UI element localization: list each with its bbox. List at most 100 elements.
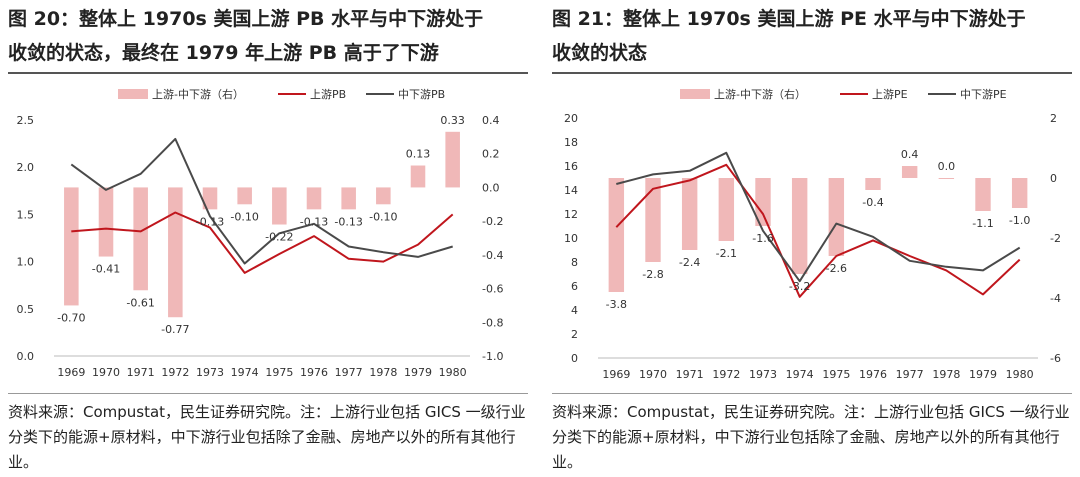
x-axis-tick-label: 1975 [265,366,293,379]
chart-panel-pe: 图 21：整体上 1970s 美国上游 PE 水平与中下游处于 收敛的状态 上游… [552,0,1072,477]
pb-chart: 上游-中下游（右） 上游PB 中下游PB 0.0 0.5 1.0 1.5 2.0 2.5 -1.0… [17,87,504,379]
x-axis-tick-label: 1971 [127,366,155,379]
bar-data-label: -0.70 [57,311,85,324]
bar-data-label: -0.10 [230,210,258,223]
x-axis-tick-label: 1972 [712,368,740,381]
bar-spread [306,187,322,210]
bar-spread [410,165,426,188]
bar-spread [445,131,460,188]
bar-data-label: 0.0 [938,160,956,173]
left-axis-tick-label: 0.5 [17,303,35,316]
right-axis-tick-label: -2 [1050,232,1061,245]
bar-spread [681,178,698,250]
legend-bar-swatch [118,89,148,99]
bar-spread [718,178,735,241]
x-axis-tick-label: 1978 [932,368,960,381]
legend-bar-label: 上游-中下游（右） [152,87,244,101]
bar-spread [168,187,183,318]
bar-spread [938,178,955,179]
source-note: 资料来源：Compustat，民生证券研究院。注：上游行业包括 GICS 一级行… [552,403,1070,471]
legend-line-label: 上游PE [872,88,908,101]
x-axis-tick-label: 1977 [896,368,924,381]
right-axis-tick-label: 0.2 [482,148,500,161]
x-axis-tick-label: 1970 [92,366,120,379]
bar-spread [98,187,114,257]
right-axis-tick-label: -1.0 [482,350,503,363]
legend-line-label: 上游PB [310,88,346,101]
bar-data-label: -0.41 [92,263,120,276]
x-axis-tick-label: 1969 [602,368,630,381]
right-axis-tick-label: 0.4 [482,114,500,127]
left-axis-tick-label: 0.0 [17,350,35,363]
bar-data-label: -0.22 [265,231,293,244]
bar-data-label: -0.61 [126,296,154,309]
right-axis-tick-label: -4 [1050,292,1061,305]
right-axis-tick-label: 2 [1050,112,1057,125]
bar-spread [64,187,79,306]
bar-data-label: -3.2 [789,280,810,293]
bar-data-label: -2.8 [642,268,663,281]
bar-data-label: -0.13 [334,215,362,228]
bar-data-label: -2.1 [716,247,737,260]
chart-title: 图 20：整体上 1970s 美国上游 PB 水平与中下游处于 收敛的状态，最终… [8,2,528,70]
x-axis-tick-label: 1974 [786,368,814,381]
left-axis-tick-label: 0 [571,352,578,365]
x-axis-tick-label: 1980 [1006,368,1034,381]
left-axis-tick-label: 6 [571,280,578,293]
right-axis-tick-label: -0.8 [482,316,503,329]
left-axis-tick-label: 1.0 [17,256,35,269]
bar-data-label: -1.1 [972,217,993,230]
source-divider [8,393,528,394]
bar-data-label: -1.0 [1009,214,1030,227]
bar-spread [865,178,881,190]
bar-data-label: -3.8 [606,298,627,311]
left-axis-tick-label: 8 [571,256,578,269]
left-axis-tick-label: 2 [571,328,578,341]
left-axis-tick-label: 4 [571,304,578,317]
legend: 上游-中下游（右） 上游PB 中下游PB [118,87,445,101]
bar-data-label: -2.6 [826,262,847,275]
bar-data-label: -2.4 [679,256,700,269]
bar-data-label: 0.33 [440,114,465,127]
chart-title-line1: 图 20：整体上 1970s 美国上游 PB 水平与中下游处于 [8,8,484,30]
bar-data-label: -0.77 [161,323,189,336]
bar-data-label: -0.10 [369,210,397,223]
upstream-line [615,163,1021,298]
upstream-line [71,211,454,274]
bar-spread [791,178,808,274]
left-axis-tick-label: 14 [564,184,578,197]
bar-spread [133,187,148,291]
x-axis-tick-label: 1972 [161,366,189,379]
left-axis-tick-label: 16 [564,160,578,173]
left-axis-tick-label: 20 [564,112,578,125]
pe-chart: 上游-中下游（右） 上游PE 中下游PE02468101214161820-6-4-… [564,87,1061,381]
bar-spread [755,178,771,226]
source-divider [552,393,1072,394]
x-axis-tick-label: 1970 [639,368,667,381]
x-axis-tick-label: 1978 [369,366,397,379]
x-axis-tick-label: 1971 [676,368,704,381]
bar-data-label: 0.4 [901,148,919,161]
legend-line-label: 中下游PE [960,88,1007,101]
right-axis-tick-label: -0.2 [482,215,503,228]
bar-spread [272,187,287,225]
x-axis-tick-label: 1979 [969,368,997,381]
right-axis-tick-label: 0.0 [482,181,500,194]
left-axis-tick-label: 18 [564,136,578,149]
chart-panel-pb: 图 20：整体上 1970s 美国上游 PB 水平与中下游处于 收敛的状态，最终… [8,0,528,477]
x-axis-tick-label: 1973 [749,368,777,381]
bar-spread [376,187,391,205]
title-divider [8,72,528,74]
bar-spread [237,187,252,205]
chart-title: 图 21：整体上 1970s 美国上游 PE 水平与中下游处于 收敛的状态 [552,2,1072,70]
bar-spread [645,178,661,262]
legend-bar-label: 上游-中下游（右） [714,87,806,101]
x-axis-tick-label: 1980 [439,366,467,379]
bar-spread [975,178,991,211]
right-axis-tick-label: -0.6 [482,283,503,296]
bar-spread [901,166,918,178]
left-axis-tick-label: 1.5 [17,208,35,221]
left-axis-tick-label: 10 [564,232,578,245]
x-axis-tick-label: 1975 [822,368,850,381]
x-axis-tick-label: 1969 [57,366,85,379]
